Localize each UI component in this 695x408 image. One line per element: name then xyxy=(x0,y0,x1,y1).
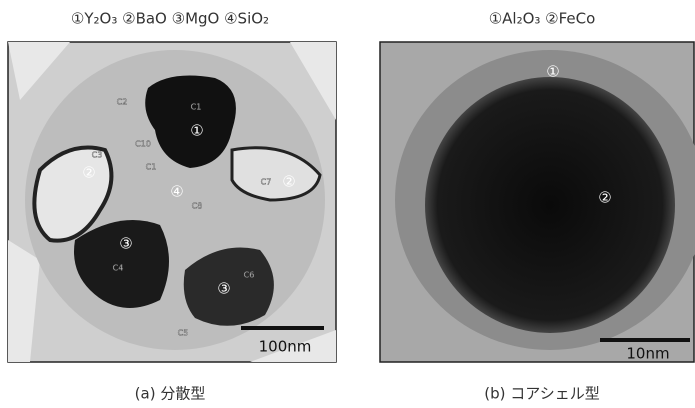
marker: ② xyxy=(82,164,95,182)
point-label: C6 xyxy=(244,271,255,280)
marker: ① xyxy=(190,122,203,140)
point-label: C1 xyxy=(146,163,157,172)
marker: ① xyxy=(546,63,559,81)
tem-image-b: ① ② 10nm xyxy=(380,42,695,363)
point-label: C4 xyxy=(113,264,124,273)
marker: ② xyxy=(598,189,611,207)
point-label: C5 xyxy=(178,329,189,338)
point-label: C8 xyxy=(192,202,203,211)
scale-bar-label: 10nm xyxy=(626,345,669,363)
figure: ①Y₂O₃ ②BaO ③MgO ④SiO₂ ①Al₂O₃ ②FeCo ① ② ②… xyxy=(0,0,695,408)
marker: ③ xyxy=(217,280,230,298)
caption: (b) コアシェル型 xyxy=(484,385,599,403)
marker: ③ xyxy=(119,235,132,253)
scale-bar-label: 100nm xyxy=(259,338,312,356)
point-label: C10 xyxy=(135,140,151,149)
legend: ①Al₂O₃ ②FeCo xyxy=(489,10,596,28)
caption: (a) 分散型 xyxy=(135,385,206,403)
point-label: C3 xyxy=(92,151,103,160)
marker: ② xyxy=(282,173,295,191)
point-label: C7 xyxy=(261,178,272,187)
marker: ④ xyxy=(170,183,183,201)
legend: ①Y₂O₃ ②BaO ③MgO ④SiO₂ xyxy=(71,10,269,28)
point-label: C1 xyxy=(191,103,202,112)
tem-image-a: ① ② ② ③ ③ ④ C1 C2 C10 C1 C3 C7 C8 C4 C6 … xyxy=(8,42,336,362)
point-label: C2 xyxy=(117,98,128,107)
